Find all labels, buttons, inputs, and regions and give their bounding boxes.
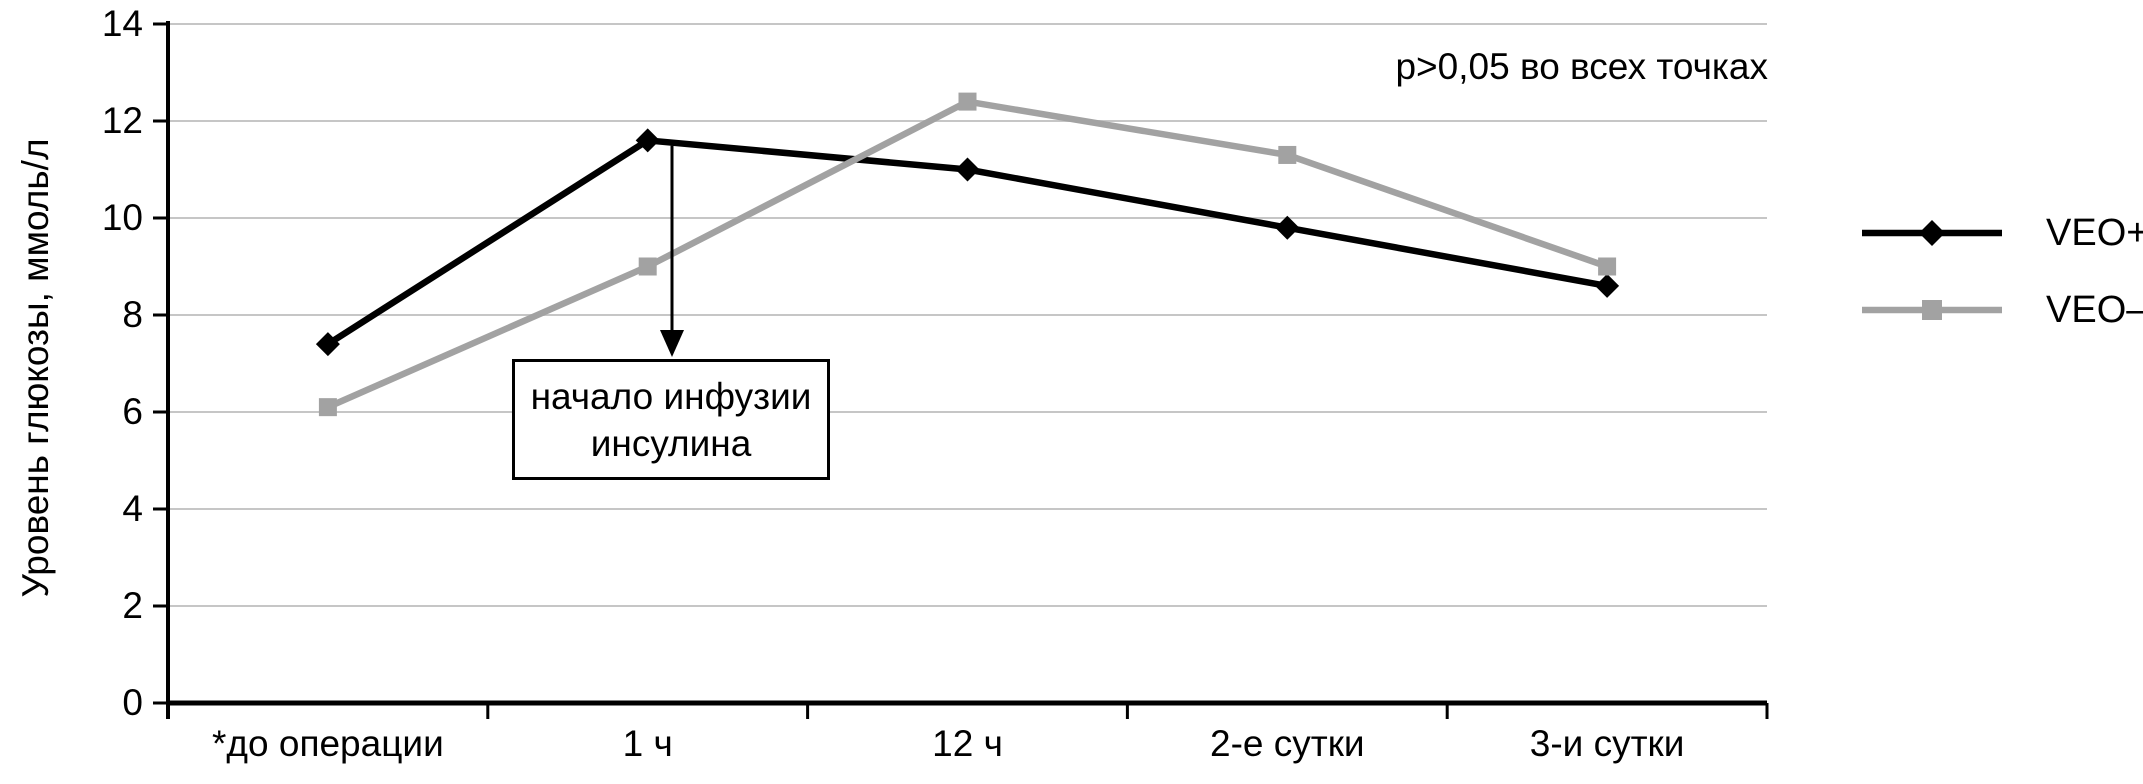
x-category-label: 12 ч (932, 723, 1003, 764)
veoplus-marker (1275, 215, 1300, 240)
veominus-marker (1598, 257, 1617, 276)
veominus-marker (638, 257, 657, 276)
legend-diamond-marker-icon (1862, 220, 2002, 246)
legend-item-veoplus: VEO+ (1862, 211, 2143, 255)
y-tick-label: 14 (101, 3, 143, 44)
y-tick-label: 10 (101, 197, 143, 238)
x-category-label: 3-и сутки (1529, 723, 1685, 764)
legend-item-veominus: VEO– (1862, 288, 2143, 332)
callout-text-line: инсулина (590, 422, 752, 464)
y-tick-label: 4 (122, 488, 143, 529)
legend-label: VEO– (2046, 289, 2143, 331)
veominus-marker (958, 92, 977, 111)
legend-label: VEO+ (2046, 212, 2143, 254)
veoplus-marker (1595, 273, 1620, 298)
veoplus-marker (635, 128, 660, 153)
y-tick-label: 6 (122, 391, 143, 432)
veoplus-marker (315, 332, 340, 357)
legend-square-marker-icon (1862, 300, 2002, 320)
p-value-note: p>0,05 во всех точках (1395, 46, 1768, 87)
x-category-label: *до операции (212, 723, 444, 764)
y-tick-label: 12 (101, 100, 143, 141)
insulin-infusion-callout: начало инфузии инсулина (512, 359, 830, 480)
callout-arrow-head (660, 330, 684, 357)
x-category-label: 1 ч (622, 723, 673, 764)
veominus-marker (1278, 145, 1297, 164)
y-tick-label: 8 (122, 294, 143, 335)
veoplus-marker (955, 157, 980, 182)
y-tick-label: 0 (122, 682, 143, 723)
x-category-label: 2-е сутки (1210, 723, 1365, 764)
veominus-marker (318, 398, 337, 417)
callout-text-line: начало инфузии (530, 375, 812, 417)
y-tick-label: 2 (122, 585, 143, 626)
